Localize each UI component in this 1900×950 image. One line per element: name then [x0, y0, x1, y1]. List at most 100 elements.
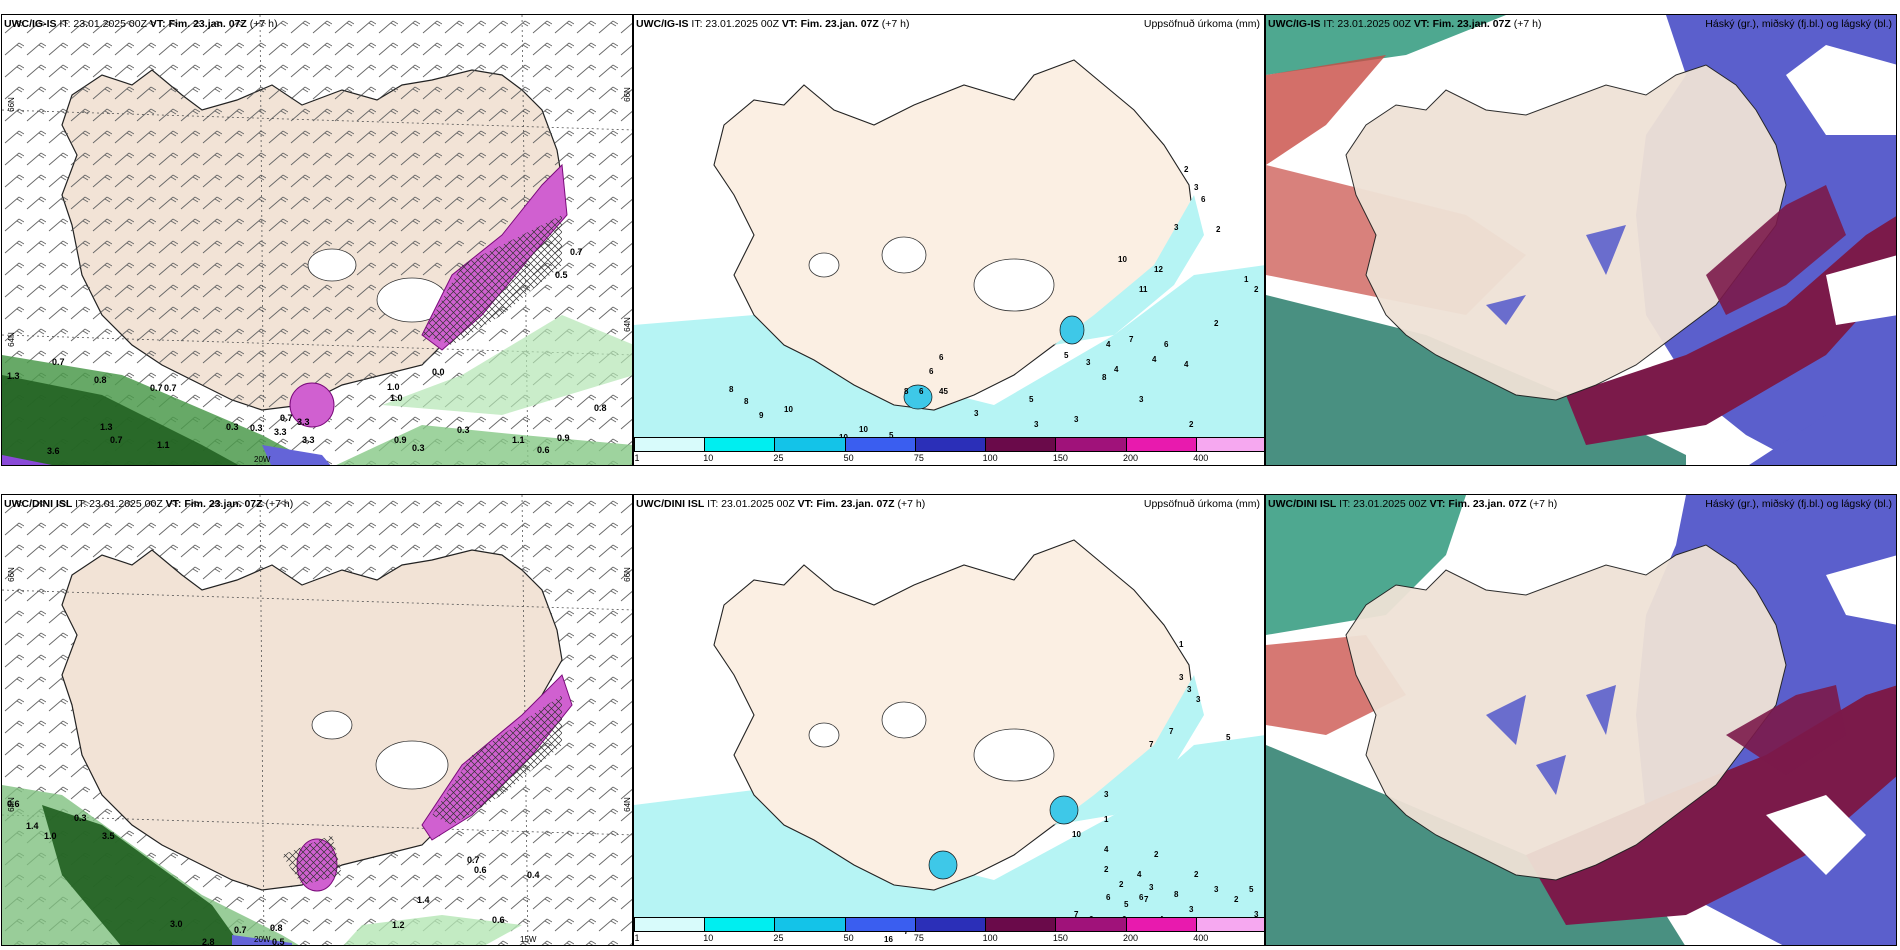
lat-label-right-lower: 64N	[622, 797, 632, 812]
map-value-label: 7	[1149, 740, 1154, 749]
map-value-label: 0.6	[7, 799, 20, 809]
map-value-label: 1.1	[157, 440, 170, 450]
map-value-label: 1.3	[7, 371, 20, 381]
map-value-label: 1.2	[392, 920, 405, 930]
map-value-label: 3.3	[297, 417, 310, 427]
map-value-label: 5	[1226, 733, 1231, 742]
map-value-label: 4	[1114, 365, 1119, 374]
map-value-label: 0.6	[492, 915, 505, 925]
lat-label-right: 66N	[622, 87, 632, 102]
map-value-label: 0.3	[250, 423, 263, 433]
map-value-label: 4	[1137, 870, 1142, 879]
map-value-label: 6	[939, 353, 944, 362]
map-value-label: 9	[759, 411, 764, 420]
map-value-label: 0.3	[226, 422, 239, 432]
colorbar-tick: 1	[634, 933, 640, 943]
map-value-label: 5	[1249, 885, 1254, 894]
colorbar-tick: 10	[703, 453, 714, 463]
map-value-label: 0.7	[164, 383, 177, 393]
panel-title: Uppsöfnuð úrkoma (mm)	[1143, 498, 1260, 510]
map-value-label: 3.0	[170, 919, 183, 929]
map-value-label: 3	[1074, 415, 1079, 424]
map-value-label: 5	[889, 431, 894, 440]
map-value-label: 4	[1106, 340, 1111, 349]
lat-label-left: 66N	[6, 97, 16, 112]
map-clouds-top	[1266, 15, 1896, 465]
map-value-label: 1	[1244, 275, 1249, 284]
panel-snow-wind-ig-is: UWC/IG-IS IT: 23.01.2025 00Z VT: Fim. 23…	[1, 14, 633, 466]
map-value-label: 8	[729, 385, 734, 394]
map-value-label: 4	[1184, 360, 1189, 369]
map-value-label: 2	[1154, 850, 1159, 859]
map-value-label: 1.0	[44, 831, 57, 841]
map-value-label: 7	[1074, 910, 1079, 919]
colorbar-swatch	[634, 437, 706, 452]
lat-label-left: 66N	[6, 567, 16, 582]
colorbar-swatch	[1055, 437, 1127, 452]
map-value-label: 6	[1201, 195, 1206, 204]
map-snow-wind-bottom	[2, 495, 632, 945]
colorbar-tick: 25	[773, 933, 784, 943]
colorbar-swatch	[985, 437, 1057, 452]
map-value-label: 1.4	[26, 821, 39, 831]
panel-precip-dini: UWC/DINI ISL IT: 23.01.2025 00Z VT: Fim.…	[633, 494, 1265, 946]
map-value-label: 0.7	[150, 383, 163, 393]
map-value-label: 0.7	[110, 435, 123, 445]
map-precip-top	[634, 59, 1264, 440]
map-value-label: 3	[1149, 883, 1154, 892]
map-value-label: 10	[1072, 830, 1081, 839]
map-value-label: 5	[1064, 351, 1069, 360]
map-value-label: 3	[1139, 395, 1144, 404]
map-value-label: 2	[1254, 285, 1259, 294]
colorbar-swatch	[774, 917, 846, 932]
map-value-label: 3	[1104, 790, 1109, 799]
map-value-label: 6	[929, 367, 934, 376]
map-value-label: 0.8	[594, 403, 607, 413]
map-value-label: 3	[1214, 885, 1219, 894]
map-precip-bottom	[634, 539, 1264, 920]
map-value-label: 3	[1189, 905, 1194, 914]
map-value-label: 7	[1169, 727, 1174, 736]
map-value-label: 0.7	[570, 247, 583, 257]
map-value-label: 0.3	[457, 425, 470, 435]
colorbar-swatch	[704, 437, 776, 452]
map-value-label: 3	[974, 409, 979, 418]
map-value-label: 3.3	[274, 427, 287, 437]
map-value-label: 5	[1124, 900, 1129, 909]
colorbar-swatch	[844, 437, 916, 452]
lon-label-right: 15W	[520, 935, 537, 944]
colorbar-swatch	[985, 917, 1057, 932]
colorbar-swatch	[914, 437, 987, 452]
panel-title: Háský (gr.), miðský (fj.bl.) og lágský (…	[1705, 18, 1892, 30]
map-value-label: 0.3	[412, 443, 425, 453]
map-value-label: 3	[1179, 673, 1184, 682]
map-value-label: 4	[1104, 845, 1109, 854]
map-value-label: 2	[1234, 895, 1239, 904]
colorbar-swatch	[704, 917, 776, 932]
lat-label-left-lower: 64N	[6, 332, 16, 347]
map-value-label: 6	[1106, 893, 1111, 902]
map-value-label: 10	[859, 425, 868, 434]
lat-label-right: 66N	[622, 567, 632, 582]
map-value-label: 6	[919, 387, 924, 396]
map-value-label: 0.6	[537, 445, 550, 455]
map-value-label: 2	[1214, 319, 1219, 328]
panel-title: Háský (gr.), miðský (fj.bl.) og lágský (…	[1705, 498, 1892, 510]
colorbar-tick: 150	[1052, 933, 1068, 943]
map-value-label: 12	[1154, 265, 1163, 274]
panel-snow-wind-dini: UWC/DINI ISL IT: 23.01.2025 00Z VT: Fim.…	[1, 494, 633, 946]
map-value-label: 6	[1139, 893, 1144, 902]
map-value-label: 3	[1254, 910, 1259, 919]
map-value-label: 3	[1086, 358, 1091, 367]
colorbar-swatch	[774, 437, 846, 452]
map-value-label: 3.6	[47, 446, 60, 456]
panel-header: UWC/DINI ISL IT: 23.01.2025 00Z VT: Fim.…	[636, 498, 926, 510]
panel-title: Uppsöfnuð úrkoma (mm)	[1143, 18, 1260, 30]
colorbar-tick: 50	[843, 933, 854, 943]
colorbar-swatch	[1195, 917, 1264, 932]
map-value-label: 0.5	[272, 937, 285, 946]
colorbar-tick: 100	[982, 453, 998, 463]
map-value-label: 3	[1187, 685, 1192, 694]
colorbar-tick: 25	[773, 453, 784, 463]
map-value-label: 3	[1194, 183, 1199, 192]
